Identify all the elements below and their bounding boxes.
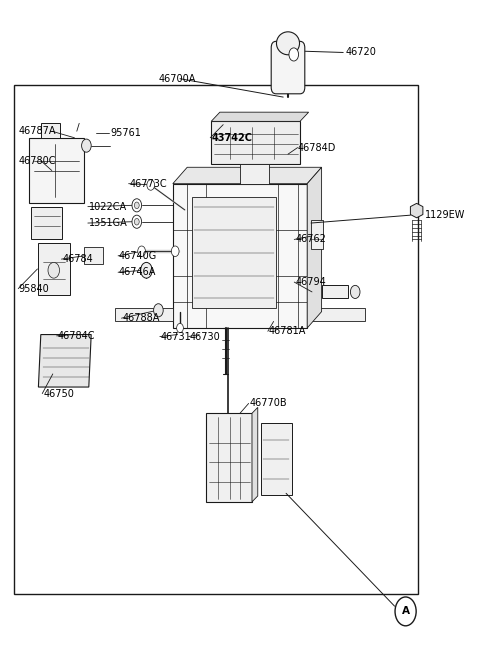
- Circle shape: [350, 285, 360, 298]
- Text: 46740G: 46740G: [119, 251, 157, 261]
- Text: 46746A: 46746A: [119, 267, 156, 277]
- Bar: [41, 123, 60, 138]
- Text: 46700A: 46700A: [159, 73, 196, 84]
- Circle shape: [132, 215, 142, 228]
- Ellipse shape: [276, 31, 300, 54]
- Text: 46784C: 46784C: [58, 331, 95, 341]
- Text: 46770B: 46770B: [250, 398, 287, 409]
- Text: A: A: [402, 606, 409, 617]
- Polygon shape: [211, 112, 309, 121]
- Text: 95840: 95840: [18, 283, 49, 294]
- Polygon shape: [410, 203, 423, 218]
- FancyBboxPatch shape: [271, 41, 305, 94]
- Circle shape: [82, 139, 91, 152]
- Bar: [206, 413, 252, 502]
- Bar: [240, 164, 269, 184]
- Text: 46731: 46731: [161, 331, 192, 342]
- Bar: [38, 243, 70, 295]
- Text: 46787A: 46787A: [18, 126, 56, 136]
- Circle shape: [134, 218, 139, 225]
- Bar: [261, 423, 292, 495]
- Circle shape: [134, 202, 139, 209]
- Circle shape: [48, 262, 60, 278]
- Polygon shape: [173, 167, 322, 184]
- Text: 46784: 46784: [62, 254, 93, 264]
- Polygon shape: [252, 407, 258, 502]
- Text: 43742C: 43742C: [211, 133, 252, 143]
- Text: 46784D: 46784D: [298, 142, 336, 153]
- Circle shape: [395, 597, 416, 626]
- Polygon shape: [173, 184, 307, 328]
- Polygon shape: [307, 167, 322, 328]
- Circle shape: [147, 180, 155, 190]
- Polygon shape: [115, 308, 173, 321]
- Text: 46720: 46720: [346, 47, 376, 58]
- Text: 1022CA: 1022CA: [89, 201, 127, 212]
- Bar: [29, 138, 84, 203]
- Circle shape: [138, 246, 145, 256]
- Bar: [84, 247, 103, 264]
- Text: 1129EW: 1129EW: [425, 210, 465, 220]
- Circle shape: [141, 262, 152, 278]
- Text: 46781A: 46781A: [269, 326, 306, 337]
- Bar: [192, 197, 276, 308]
- Circle shape: [289, 48, 299, 61]
- Circle shape: [132, 199, 142, 212]
- Text: 46773C: 46773C: [130, 178, 167, 189]
- Circle shape: [154, 304, 163, 317]
- Bar: [322, 285, 348, 298]
- Circle shape: [177, 323, 183, 333]
- Circle shape: [171, 246, 179, 256]
- Polygon shape: [38, 335, 91, 387]
- Text: 46730: 46730: [190, 331, 220, 342]
- Text: 95761: 95761: [110, 127, 141, 138]
- Text: 46788A: 46788A: [122, 313, 160, 323]
- Text: 46780C: 46780C: [18, 155, 56, 166]
- Bar: [14, 85, 418, 594]
- Text: 46750: 46750: [43, 388, 74, 399]
- Bar: [311, 220, 323, 249]
- Bar: [211, 121, 300, 164]
- Text: 46794: 46794: [295, 277, 326, 287]
- Text: 1351GA: 1351GA: [89, 218, 128, 228]
- Text: 46762: 46762: [295, 234, 326, 245]
- Bar: [31, 207, 62, 239]
- Polygon shape: [307, 308, 365, 321]
